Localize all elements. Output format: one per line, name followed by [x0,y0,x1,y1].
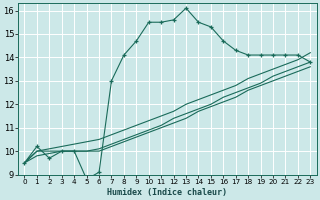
X-axis label: Humidex (Indice chaleur): Humidex (Indice chaleur) [108,188,228,197]
